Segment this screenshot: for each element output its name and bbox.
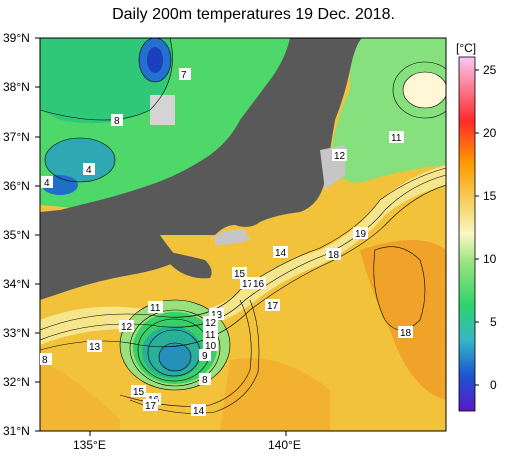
contour-label: 18	[398, 326, 413, 339]
lat-label: 35°N	[3, 228, 30, 242]
contour-label: 4	[41, 176, 53, 189]
contour-label: 12	[119, 320, 134, 333]
svg-text:12: 12	[334, 151, 346, 162]
svg-text:7: 7	[181, 70, 187, 81]
svg-text:4: 4	[86, 165, 92, 176]
lat-label: 33°N	[3, 326, 30, 340]
colorbar-tick: 15	[483, 189, 497, 203]
contour-labels: 7 8 4 4 12 11 19 18 14 15 17 16 17 18 11…	[40, 68, 413, 417]
lat-axis: 39°N 38°N 37°N 36°N 35°N 34°N 33°N 32°N …	[3, 31, 40, 438]
svg-text:16: 16	[253, 279, 265, 290]
colorbar-scale	[458, 56, 476, 412]
contour-label: 13	[87, 340, 102, 353]
colorbar-tick: 25	[483, 63, 497, 77]
contour-label: 16	[251, 277, 266, 290]
colorbar-tick: 10	[483, 252, 497, 266]
svg-text:17: 17	[267, 301, 279, 312]
lon-label: 140°E	[268, 438, 301, 452]
svg-text:17: 17	[242, 279, 254, 290]
svg-text:14: 14	[275, 248, 287, 259]
contour-label: 11	[203, 328, 218, 341]
contour-label: 14	[191, 404, 206, 417]
svg-text:10: 10	[205, 341, 217, 352]
contour-label: 9	[199, 349, 211, 362]
svg-text:8: 8	[114, 116, 120, 127]
svg-text:9: 9	[202, 351, 208, 362]
contour-label: 7	[179, 68, 191, 81]
lat-label: 31°N	[3, 424, 30, 438]
contour-label: 11	[389, 131, 404, 144]
colorbar-tick: 0	[490, 378, 497, 392]
colorbar-tick: 5	[490, 315, 497, 329]
svg-text:19: 19	[355, 229, 367, 240]
svg-text:12: 12	[205, 318, 217, 329]
svg-text:11: 11	[391, 133, 402, 144]
svg-text:13: 13	[89, 342, 101, 353]
svg-text:13: 13	[211, 310, 223, 321]
svg-text:8: 8	[42, 355, 48, 366]
lon-label: 135°E	[73, 438, 106, 452]
svg-text:18: 18	[328, 250, 340, 261]
contour-label: 8	[199, 373, 211, 386]
contour-label: 17	[143, 399, 158, 412]
map-field	[40, 38, 446, 431]
svg-text:11: 11	[205, 330, 216, 341]
contour-label: 18	[326, 248, 341, 261]
contour-label: 19	[353, 227, 368, 240]
contour-label: 15	[131, 385, 146, 398]
contour-label: 8	[40, 353, 52, 366]
svg-text:15: 15	[133, 387, 145, 398]
contour-label: 10	[203, 339, 218, 352]
colorbar-tick: 20	[483, 126, 497, 140]
lat-label: 34°N	[3, 277, 30, 291]
lat-label: 32°N	[3, 375, 30, 389]
contour-label: 8	[111, 114, 123, 127]
lat-label: 38°N	[3, 80, 30, 94]
contour-label: 17	[265, 299, 280, 312]
contour-label: 12	[203, 316, 218, 329]
lat-label: 36°N	[3, 179, 30, 193]
lat-label: 39°N	[3, 31, 30, 45]
svg-text:12: 12	[121, 322, 133, 333]
svg-text:4: 4	[44, 178, 50, 189]
contour-label: 4	[83, 163, 95, 176]
svg-text:17: 17	[145, 401, 157, 412]
colorbar: [°C] 25 20 15 10 5 0	[456, 41, 497, 412]
contour-label: 14	[273, 246, 288, 259]
svg-text:15: 15	[234, 269, 246, 280]
lat-label: 37°N	[3, 130, 30, 144]
contour-label: 11	[148, 301, 163, 314]
svg-text:18: 18	[400, 328, 412, 339]
contour-label: 12	[332, 149, 347, 162]
lon-axis: 135°E 140°E	[73, 431, 301, 452]
svg-text:8: 8	[202, 375, 208, 386]
svg-text:14: 14	[193, 406, 205, 417]
colorbar-unit: [°C]	[456, 41, 476, 55]
svg-text:11: 11	[150, 303, 161, 314]
map-title: Daily 200m temperatures 19 Dec. 2018.	[112, 6, 395, 23]
contour-label: 15	[232, 267, 247, 280]
